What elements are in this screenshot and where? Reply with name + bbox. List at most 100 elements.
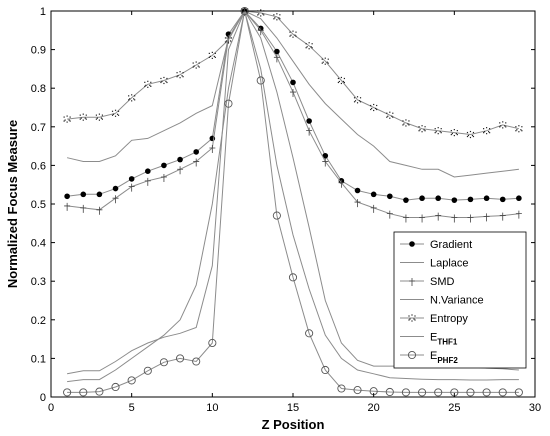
data-point	[96, 191, 103, 198]
data-point	[160, 173, 167, 182]
series-line	[67, 10, 519, 383]
axis-ticks	[50, 10, 536, 398]
data-point	[63, 388, 72, 397]
data-point	[353, 96, 362, 104]
series-line	[67, 10, 520, 136]
data-point	[224, 99, 233, 108]
data-point	[370, 204, 377, 213]
data-point	[402, 119, 410, 127]
y-tick-label: 0	[40, 392, 46, 404]
data-point	[128, 183, 135, 192]
data-point	[321, 365, 330, 375]
legend-label: EPHF2	[430, 350, 458, 365]
x-tick-label: 25	[448, 402, 460, 414]
data-point	[451, 214, 458, 223]
data-point	[79, 113, 87, 121]
data-point	[385, 387, 394, 397]
data-point	[64, 193, 70, 200]
data-point	[403, 197, 409, 203]
legend-label: ETHF1	[430, 332, 458, 347]
legend-item: N.Variance	[400, 295, 484, 307]
data-point	[79, 388, 88, 397]
data-point	[177, 156, 183, 163]
data-point	[514, 388, 523, 397]
data-point	[192, 61, 200, 69]
series-n-variance	[67, 10, 519, 383]
legend-label: Laplace	[430, 258, 469, 270]
data-point	[499, 121, 507, 129]
data-point	[257, 27, 264, 36]
data-point	[290, 89, 296, 98]
data-point	[96, 206, 103, 215]
data-point	[290, 79, 296, 86]
data-point	[64, 202, 71, 211]
y-tick-label: 0.8	[31, 83, 46, 95]
data-point	[466, 388, 475, 397]
data-point	[112, 185, 119, 192]
legend-item: Entropy	[400, 313, 468, 325]
data-point	[483, 213, 490, 222]
data-point	[176, 354, 185, 363]
data-point	[209, 145, 216, 154]
data-point	[516, 195, 522, 202]
data-point	[143, 366, 152, 375]
data-point	[145, 168, 151, 174]
series-e-phf2	[63, 6, 523, 397]
data-point	[435, 195, 442, 202]
data-point	[370, 191, 377, 198]
data-point	[338, 179, 345, 188]
series-smd	[64, 8, 522, 223]
data-point	[208, 338, 217, 348]
y-tick-label: 0.4	[31, 238, 46, 250]
data-point	[353, 386, 362, 395]
series-laplace	[66, 10, 519, 178]
data-point	[95, 387, 104, 396]
data-point	[306, 127, 313, 136]
data-point	[289, 30, 297, 38]
x-axis-label: Z Position	[262, 417, 325, 432]
y-tick-label: 0.2	[31, 315, 46, 327]
legend-label: SMD	[430, 276, 455, 288]
x-tick-label: 5	[129, 402, 135, 414]
data-point	[321, 57, 329, 65]
data-point	[322, 158, 329, 167]
data-point	[354, 187, 361, 194]
data-point	[274, 48, 280, 55]
data-point	[111, 382, 120, 392]
data-point	[408, 314, 416, 322]
data-point	[450, 128, 458, 137]
data-point	[434, 388, 443, 397]
data-point	[402, 214, 409, 223]
x-tick-label: 15	[287, 402, 299, 414]
data-point	[418, 388, 427, 397]
data-point	[144, 80, 152, 88]
data-point	[482, 388, 491, 397]
legend-item: EPHF2	[400, 350, 458, 365]
data-point	[337, 384, 346, 393]
data-point	[95, 113, 103, 121]
axis-tick-labels: 0 5 10 15 20 25 30 0 0.1 0.2 0.3 0.4 0.5 0.6 0.7 0.8 0.9…	[31, 6, 541, 414]
data-point	[193, 149, 199, 155]
data-point	[483, 195, 490, 202]
data-point	[435, 212, 442, 221]
legend-item: Laplace	[400, 258, 469, 270]
y-tick-label: 0.3	[31, 276, 46, 288]
data-point	[161, 162, 167, 169]
data-point	[483, 127, 491, 135]
data-point	[63, 115, 71, 123]
legend-label: Gradient	[430, 239, 472, 251]
legend-label: N.Variance	[430, 295, 484, 307]
data-point	[409, 241, 415, 247]
data-point	[128, 94, 136, 102]
data-point	[111, 109, 120, 117]
y-tick-label: 0.1	[31, 353, 46, 365]
data-point	[288, 273, 298, 282]
data-point	[467, 214, 474, 223]
x-tick-label: 20	[368, 402, 380, 414]
data-point	[498, 388, 507, 397]
data-point	[434, 127, 442, 135]
data-point	[305, 329, 314, 338]
data-point	[272, 211, 281, 220]
y-tick-label: 0.7	[31, 122, 46, 134]
